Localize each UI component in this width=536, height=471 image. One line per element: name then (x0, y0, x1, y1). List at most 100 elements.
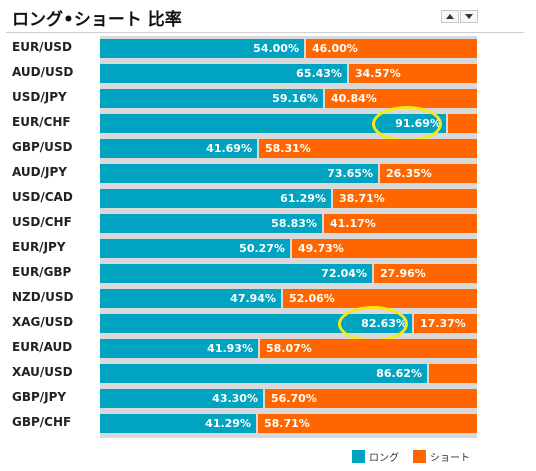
category-label: EUR/AUD (12, 340, 73, 354)
long-bar (100, 39, 304, 58)
short-bar (259, 139, 477, 158)
category-label: EUR/USD (12, 40, 72, 54)
short-bar (306, 39, 477, 58)
category-label: EUR/GBP (12, 265, 72, 279)
short-bar (414, 314, 477, 333)
short-value-label: 58.07% (266, 342, 312, 355)
long-value-label: 58.83% (271, 217, 317, 230)
arrow-up-icon[interactable] (441, 10, 459, 23)
short-bar (448, 114, 477, 133)
long-value-label: 41.29% (205, 417, 251, 430)
short-value-label: 46.00% (312, 42, 358, 55)
long-value-label: 54.00% (253, 42, 299, 55)
long-bar (100, 239, 290, 258)
chart-row: NZD/USD 47.94% 52.06% (12, 286, 477, 311)
legend-long: ロング (352, 449, 399, 464)
short-bar (292, 239, 477, 258)
long-bar (100, 264, 372, 283)
short-bar (349, 64, 477, 83)
short-value-label: 49.73% (298, 242, 344, 255)
short-value-label: 56.70% (271, 392, 317, 405)
short-value-label: 26.35% (386, 167, 432, 180)
chart-row: EUR/JPY 50.27% 49.73% (12, 236, 477, 261)
long-value-label: 41.69% (206, 142, 252, 155)
long-bar (100, 214, 322, 233)
legend-long-swatch (352, 450, 365, 463)
short-value-label: 58.71% (264, 417, 310, 430)
long-bar (100, 189, 331, 208)
page-title: ロング•ショート 比率 (12, 10, 182, 30)
short-value-label: 38.71% (339, 192, 385, 205)
long-bar (100, 414, 256, 433)
short-value-label: 40.84% (331, 92, 377, 105)
short-bar (324, 214, 477, 233)
long-value-label: 50.27% (239, 242, 285, 255)
legend-long-label: ロング (369, 453, 399, 464)
chart-row: GBP/CHF 41.29% 58.71% (12, 411, 477, 436)
category-label: XAG/USD (12, 315, 74, 329)
short-value-label: 58.31% (265, 142, 311, 155)
chart-row: USD/JPY 59.16% 40.84% (12, 86, 477, 111)
arrow-down-icon[interactable] (460, 10, 478, 23)
chart-row: USD/CAD 61.29% 38.71% (12, 186, 477, 211)
long-bar (100, 364, 427, 383)
long-value-label: 73.65% (327, 167, 373, 180)
category-label: AUD/USD (12, 65, 74, 79)
long-bar (100, 89, 323, 108)
category-label: USD/CAD (12, 190, 73, 204)
category-label: USD/CHF (12, 215, 72, 229)
chart-row: AUD/USD 65.43% 34.57% (12, 61, 477, 86)
category-label: XAU/USD (12, 365, 73, 379)
long-bar (100, 64, 347, 83)
chart-row: XAG/USD 82.63% 17.37% (12, 306, 477, 342)
chart-row: GBP/USD 41.69% 58.31% (12, 136, 477, 161)
sort-controls (441, 10, 478, 23)
chart-row: XAU/USD 86.62% (12, 361, 477, 386)
long-bar (100, 164, 378, 183)
short-bar (258, 414, 477, 433)
long-bar (100, 339, 258, 358)
short-bar (333, 189, 477, 208)
long-bar (100, 139, 257, 158)
long-bar (100, 314, 412, 333)
short-bar (283, 289, 477, 308)
short-value-label: 27.96% (380, 267, 426, 280)
category-label: GBP/CHF (12, 415, 72, 429)
short-bar (380, 164, 477, 183)
long-value-label: 86.62% (376, 367, 422, 380)
long-value-label: 41.93% (207, 342, 253, 355)
short-bar (260, 339, 477, 358)
chart-row: GBP/JPY 43.30% 56.70% (12, 386, 477, 411)
chart-row: AUD/JPY 73.65% 26.35% (12, 161, 477, 186)
short-value-label: 52.06% (289, 292, 335, 305)
short-value-label: 34.57% (355, 67, 401, 80)
long-short-ratio-chart: EUR/USD 54.00% 46.00% AUD/USD 65.43% 34.57% US… (12, 36, 477, 438)
title-divider (6, 32, 524, 33)
legend-short: ショート (413, 449, 470, 464)
chart-row: EUR/USD 54.00% 46.00% (12, 36, 477, 61)
long-value-label: 47.94% (230, 292, 276, 305)
legend-short-label: ショート (430, 453, 470, 464)
short-bar (429, 364, 477, 383)
legend-short-swatch (413, 450, 426, 463)
category-label: GBP/JPY (12, 390, 67, 404)
chart-row: EUR/AUD 41.93% 58.07% (12, 336, 477, 361)
chart-row: USD/CHF 58.83% 41.17% (12, 211, 477, 236)
short-value-label: 41.17% (330, 217, 376, 230)
long-value-label: 43.30% (212, 392, 258, 405)
short-bar (374, 264, 477, 283)
category-label: EUR/JPY (12, 240, 66, 254)
long-bar (100, 114, 446, 133)
chart-legend: ロング ショート (352, 449, 484, 464)
long-value-label: 72.04% (321, 267, 367, 280)
category-label: USD/JPY (12, 90, 67, 104)
long-value-label: 65.43% (296, 67, 342, 80)
category-label: GBP/USD (12, 140, 73, 154)
short-bar (325, 89, 477, 108)
short-bar (265, 389, 477, 408)
chart-row: EUR/GBP 72.04% 27.96% (12, 261, 477, 286)
long-value-label: 61.29% (280, 192, 326, 205)
chart-row: EUR/CHF 91.69% (12, 106, 477, 142)
short-value-label: 17.37% (420, 317, 466, 330)
category-label: NZD/USD (12, 290, 74, 304)
